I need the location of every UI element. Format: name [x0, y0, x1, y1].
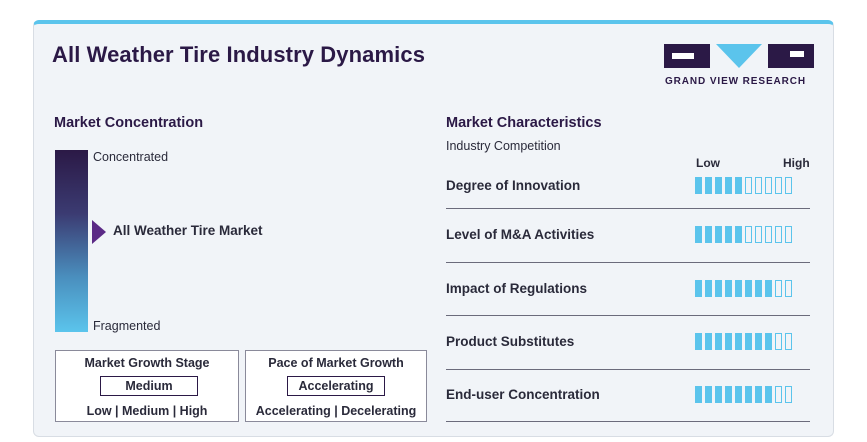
row-label-substitutes: Product Substitutes	[446, 334, 575, 349]
meter-segment-empty	[785, 226, 792, 243]
meter-segment-filled	[715, 386, 722, 403]
fragmented-label: Fragmented	[93, 319, 161, 333]
market-pointer-icon	[92, 220, 106, 244]
high-label: High	[783, 156, 810, 170]
meter-segment-filled	[705, 333, 712, 350]
meter-segment-filled	[695, 177, 702, 194]
meter-segment-filled	[755, 280, 762, 297]
meter-segment-filled	[725, 386, 732, 403]
row-divider	[446, 315, 810, 316]
meter-segment-filled	[705, 177, 712, 194]
growth-pace-value: Accelerating	[287, 376, 385, 396]
meter-segment-filled	[765, 333, 772, 350]
meter-segment-filled	[765, 280, 772, 297]
meter-segment-empty	[765, 177, 772, 194]
meter-segment-filled	[765, 386, 772, 403]
growth-pace-title: Pace of Market Growth	[268, 356, 404, 370]
grand-view-research-logo	[664, 44, 814, 68]
logo-text: GRAND VIEW RESEARCH	[665, 76, 806, 87]
low-label: Low	[696, 156, 720, 170]
characteristics-heading: Market Characteristics	[446, 115, 602, 131]
meter-innovation	[695, 177, 792, 194]
meter-segment-filled	[735, 177, 742, 194]
meter-segment-filled	[725, 280, 732, 297]
meter-regulations	[695, 280, 792, 297]
meter-segment-empty	[755, 177, 762, 194]
concentration-gradient-bar	[55, 150, 88, 332]
meter-segment-empty	[785, 177, 792, 194]
concentration-heading: Market Concentration	[54, 115, 204, 131]
row-label-ma: Level of M&A Activities	[446, 227, 595, 242]
page-title: All Weather Tire Industry Dynamics	[52, 42, 426, 67]
meter-segment-filled	[705, 280, 712, 297]
row-divider	[446, 208, 810, 209]
meter-segment-empty	[755, 226, 762, 243]
meter-segment-empty	[745, 177, 752, 194]
meter-segment-empty	[765, 226, 772, 243]
row-divider	[446, 262, 810, 263]
row-divider	[446, 369, 810, 370]
row-divider	[446, 421, 810, 422]
meter-segment-filled	[745, 280, 752, 297]
meter-segment-filled	[725, 177, 732, 194]
meter-segment-empty	[775, 333, 782, 350]
growth-stage-box: Market Growth Stage Medium Low | Medium …	[55, 350, 239, 422]
meter-segment-empty	[775, 386, 782, 403]
meter-segment-empty	[775, 226, 782, 243]
meter-segment-filled	[715, 333, 722, 350]
meter-segment-filled	[695, 226, 702, 243]
meter-segment-filled	[745, 333, 752, 350]
growth-pace-box: Pace of Market Growth Accelerating Accel…	[245, 350, 427, 422]
meter-segment-filled	[715, 177, 722, 194]
meter-segment-empty	[785, 280, 792, 297]
market-pointer-label: All Weather Tire Market	[113, 223, 263, 238]
meter-segment-filled	[725, 333, 732, 350]
meter-segment-filled	[725, 226, 732, 243]
meter-segment-empty	[775, 177, 782, 194]
meter-segment-filled	[695, 280, 702, 297]
growth-stage-scale: Low | Medium | High	[86, 404, 208, 418]
dynamics-card: All Weather Tire Industry Dynamics GRAND…	[33, 20, 834, 437]
meter-segment-filled	[735, 386, 742, 403]
meter-substitutes	[695, 333, 792, 350]
meter-segment-filled	[745, 386, 752, 403]
meter-end-user	[695, 386, 792, 403]
meter-segment-filled	[695, 333, 702, 350]
meter-segment-filled	[705, 226, 712, 243]
growth-stage-title: Market Growth Stage	[84, 356, 210, 370]
meter-segment-empty	[785, 386, 792, 403]
meter-segment-filled	[755, 333, 762, 350]
meter-segment-filled	[695, 386, 702, 403]
meter-segment-filled	[715, 280, 722, 297]
meter-segment-filled	[705, 386, 712, 403]
meter-ma	[695, 226, 792, 243]
meter-segment-filled	[755, 386, 762, 403]
growth-stage-value: Medium	[100, 376, 198, 396]
row-label-innovation: Degree of Innovation	[446, 178, 581, 193]
row-label-regulations: Impact of Regulations	[446, 281, 588, 296]
meter-segment-filled	[735, 280, 742, 297]
meter-segment-empty	[775, 280, 782, 297]
row-label-end-user: End-user Concentration	[446, 387, 600, 402]
meter-segment-filled	[735, 226, 742, 243]
concentrated-label: Concentrated	[93, 150, 169, 164]
meter-segment-filled	[715, 226, 722, 243]
meter-segment-empty	[785, 333, 792, 350]
meter-segment-filled	[735, 333, 742, 350]
meter-segment-empty	[745, 226, 752, 243]
industry-competition-label: Industry Competition	[446, 139, 561, 153]
growth-pace-scale: Accelerating | Decelerating	[255, 404, 417, 418]
